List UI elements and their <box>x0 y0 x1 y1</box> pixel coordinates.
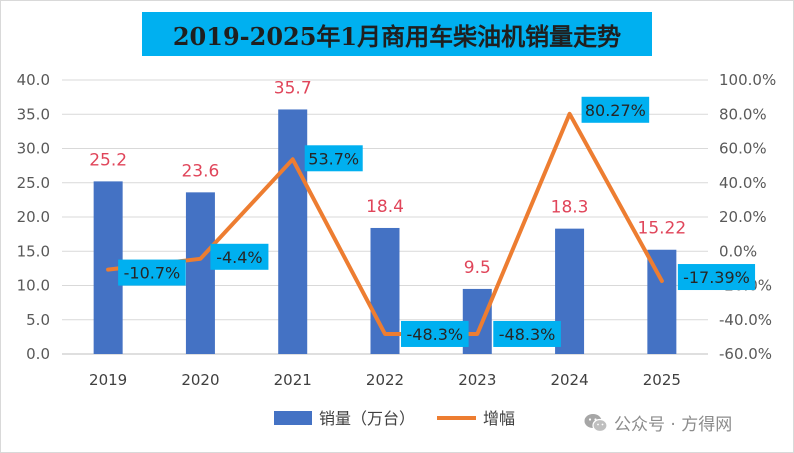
y-tick-label: 15.0 <box>17 242 50 260</box>
bar <box>185 192 215 354</box>
growth-label: -10.7% <box>124 264 181 283</box>
growth-label-box <box>401 320 469 347</box>
growth-label: 80.27% <box>585 101 646 120</box>
wechat-icon <box>584 413 608 432</box>
y-tick-label: 25.0 <box>17 174 50 192</box>
growth-label: -17.39% <box>683 268 750 287</box>
growth-label-box <box>118 259 186 286</box>
watermark-text: 公众号 · 方得网 <box>614 415 733 435</box>
growth-label-box <box>493 320 561 347</box>
growth-label: -48.3% <box>499 325 556 344</box>
y2-tick-label: 40.0% <box>719 174 767 192</box>
y-tick-label: 40.0 <box>17 71 50 89</box>
growth-line <box>106 111 664 336</box>
legend-bar-swatch <box>274 411 312 425</box>
y-tick-label: 5.0 <box>26 311 50 329</box>
chart-title-box: 2019-2025年1月商用车柴油机销量走势 <box>142 12 652 56</box>
x-tick-label: 2025 <box>643 371 681 389</box>
watermark: 公众号 · 方得网 <box>584 410 732 435</box>
growth-label: -4.4% <box>216 248 262 267</box>
growth-label: 53.7% <box>308 149 359 168</box>
y-tick-label: 30.0 <box>17 140 50 158</box>
bar-value-label: 35.7 <box>274 78 312 98</box>
x-tick-label: 2022 <box>366 371 404 389</box>
bar <box>278 109 308 354</box>
x-tick-label: 2019 <box>89 371 127 389</box>
bar-value-label: 18.3 <box>551 198 589 218</box>
bar-value-label: 23.6 <box>181 161 219 181</box>
x-tick-label: 2023 <box>458 371 496 389</box>
chart-title: 2019-2025年1月商用车柴油机销量走势 <box>172 21 622 51</box>
growth-label-box <box>581 96 650 123</box>
y2-tick-label: 60.0% <box>719 140 767 158</box>
y-tick-label: 20.0 <box>17 208 50 226</box>
y2-tick-label: -40.0% <box>719 311 772 329</box>
y-tick-label: 0.0 <box>26 345 50 363</box>
growth-label-box <box>210 243 269 270</box>
y2-tick-label: 80.0% <box>719 105 767 123</box>
y2-tick-label: 20.0% <box>719 208 767 226</box>
bar-value-label: 15.22 <box>638 219 687 239</box>
bar-value-label: 25.2 <box>89 150 127 170</box>
y2-tick-label: 100.0% <box>719 71 776 89</box>
legend-bar-label: 销量（万台） <box>319 409 415 428</box>
y-tick-label: 10.0 <box>17 277 50 295</box>
growth-label: -48.3% <box>406 325 463 344</box>
y-tick-label: 35.0 <box>17 105 50 123</box>
x-tick-label: 2020 <box>181 371 219 389</box>
growth-label-box <box>677 264 756 291</box>
bar-value-label: 9.5 <box>464 258 491 278</box>
y2-tick-label: -60.0% <box>719 345 772 363</box>
growth-label-box <box>304 145 363 172</box>
bar-value-label: 18.4 <box>366 197 404 217</box>
y2-tick-label: 0.0% <box>719 242 757 260</box>
x-tick-label: 2021 <box>274 371 312 389</box>
x-tick-label: 2024 <box>550 371 588 389</box>
legend-line-label: 增幅 <box>483 409 515 428</box>
